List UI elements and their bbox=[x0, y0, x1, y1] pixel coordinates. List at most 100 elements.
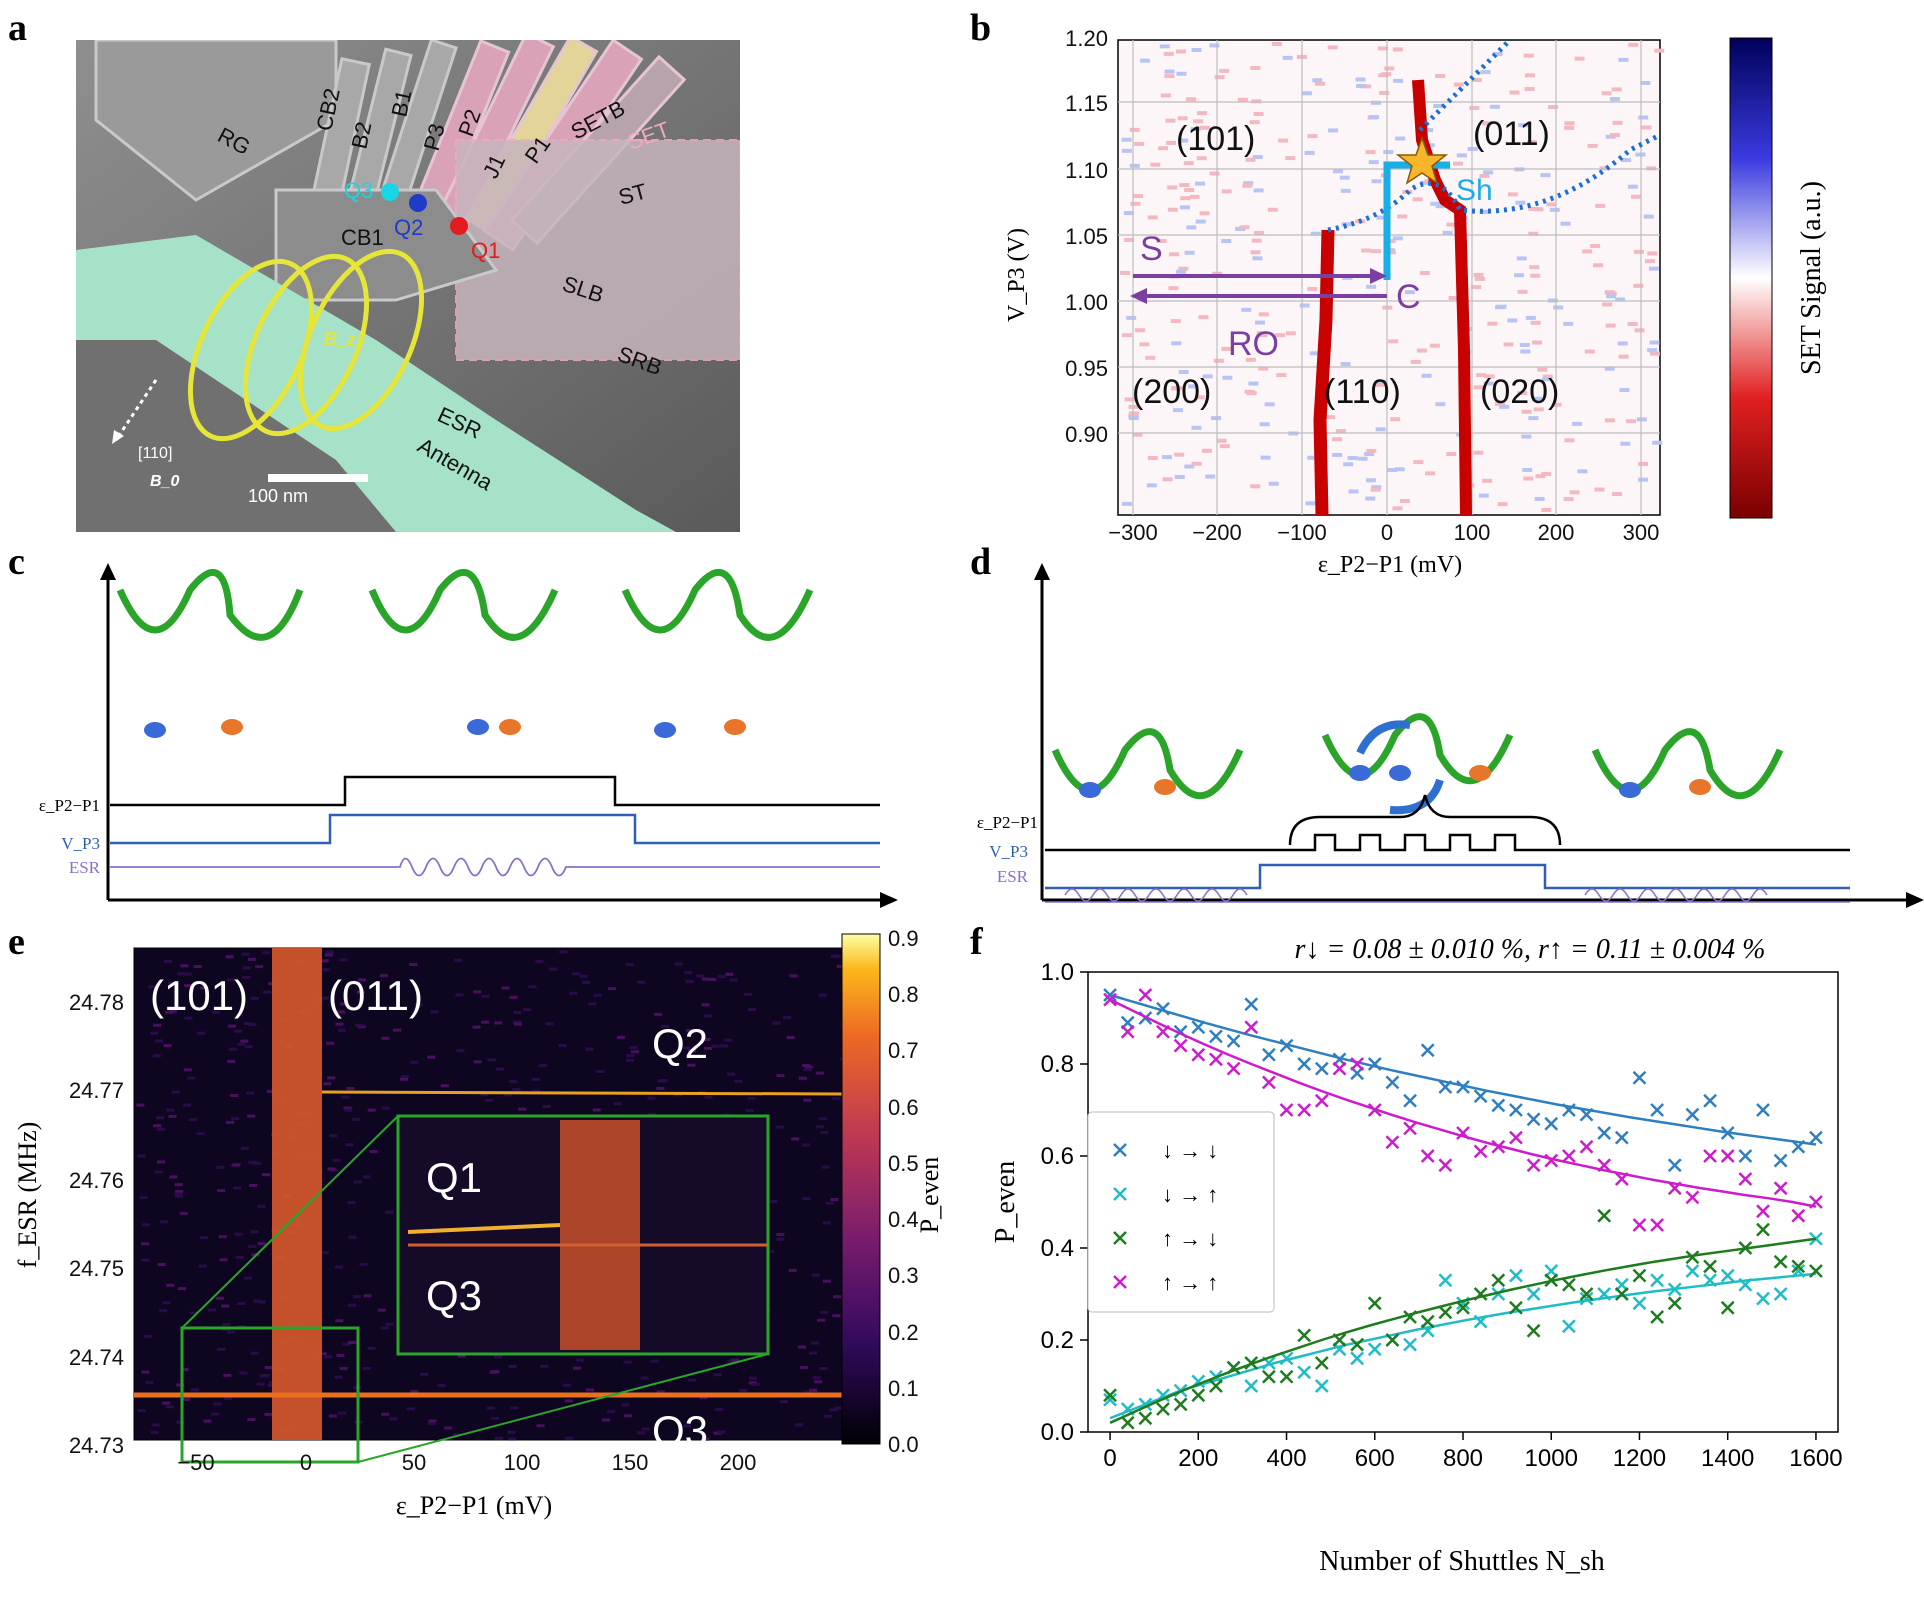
noise-pixel bbox=[1495, 305, 1506, 310]
noise-pixel bbox=[717, 1430, 726, 1434]
noise-pixel bbox=[1189, 194, 1200, 199]
f-data-point bbox=[1226, 1360, 1241, 1375]
e-ctick: 0.5 bbox=[888, 1151, 919, 1176]
f-data-point bbox=[1703, 1093, 1717, 1108]
noise-pixel bbox=[457, 1354, 466, 1358]
noise-pixel bbox=[818, 993, 827, 997]
noise-pixel bbox=[1519, 342, 1530, 347]
noise-pixel bbox=[1453, 82, 1464, 87]
f-data-point bbox=[1526, 1323, 1541, 1338]
f-data-point bbox=[1156, 1001, 1170, 1016]
noise-pixel bbox=[1416, 348, 1427, 353]
noise-pixel bbox=[324, 1355, 333, 1359]
noise-pixel bbox=[835, 1406, 844, 1410]
noise-pixel bbox=[455, 993, 464, 997]
noise-pixel bbox=[673, 1093, 682, 1097]
noise-pixel bbox=[354, 1180, 363, 1184]
gate-cb1-shape bbox=[274, 188, 499, 302]
ro-arrowhead bbox=[1130, 288, 1147, 304]
c-spins bbox=[144, 719, 746, 738]
region-label-101: (101) bbox=[1176, 120, 1255, 158]
d-epsilon-trace bbox=[1045, 833, 1850, 852]
f-data-point bbox=[1756, 1103, 1770, 1117]
f-data-point bbox=[1456, 1300, 1470, 1315]
noise-pixel bbox=[1332, 452, 1343, 457]
noise-pixel bbox=[473, 1060, 482, 1064]
noise-pixel bbox=[1621, 158, 1632, 163]
noise-pixel bbox=[1394, 467, 1405, 472]
noise-pixel bbox=[822, 1221, 831, 1225]
noise-pixel bbox=[766, 1250, 775, 1254]
f-data-point bbox=[1385, 1135, 1400, 1150]
noise-pixel bbox=[1634, 328, 1645, 333]
noise-pixel bbox=[817, 1318, 826, 1322]
noise-pixel bbox=[1132, 194, 1143, 199]
noise-pixel bbox=[162, 1301, 171, 1305]
noise-pixel bbox=[1599, 166, 1610, 171]
noise-pixel bbox=[1482, 121, 1493, 126]
noise-pixel bbox=[798, 1076, 807, 1080]
noise-pixel bbox=[234, 1232, 243, 1236]
noise-pixel bbox=[731, 1358, 740, 1362]
noise-pixel bbox=[751, 1382, 760, 1386]
noise-pixel bbox=[409, 962, 418, 966]
d-brace bbox=[1288, 794, 1562, 846]
noise-pixel bbox=[1180, 196, 1191, 201]
noise-pixel bbox=[1584, 349, 1595, 354]
noise-pixel bbox=[1392, 506, 1403, 511]
noise-pixel bbox=[165, 1010, 174, 1014]
e-y-ticks: 24.78 24.77 24.76 24.75 24.74 24.73 bbox=[69, 990, 124, 1458]
noise-pixel bbox=[235, 1255, 244, 1259]
noise-pixel bbox=[264, 1366, 273, 1370]
noise-pixel bbox=[1370, 487, 1381, 492]
f-legend-marker bbox=[1113, 1143, 1127, 1157]
noise-pixel bbox=[1172, 385, 1183, 390]
f-ytick-label: 1.0 bbox=[1041, 959, 1074, 986]
noise-pixel bbox=[1347, 456, 1358, 461]
f-data-point bbox=[1226, 1061, 1241, 1076]
noise-pixel bbox=[769, 1199, 778, 1203]
noise-pixel bbox=[1533, 407, 1544, 412]
noise-pixel bbox=[1178, 266, 1189, 271]
noise-pixel bbox=[1253, 188, 1264, 193]
noise-pixel bbox=[1478, 493, 1489, 498]
noise-pixel bbox=[688, 1378, 697, 1382]
noise-pixel bbox=[359, 1262, 368, 1266]
noise-pixel bbox=[1612, 492, 1623, 497]
label-ro: RO bbox=[1228, 325, 1279, 363]
noise-pixel bbox=[250, 996, 259, 1000]
noise-pixel bbox=[1446, 452, 1457, 457]
noise-pixel bbox=[1479, 173, 1490, 178]
f-data-point bbox=[1685, 1107, 1700, 1122]
noise-pixel bbox=[1604, 366, 1615, 371]
e-ctick: 0.3 bbox=[888, 1263, 919, 1288]
noise-pixel bbox=[1425, 471, 1436, 476]
noise-pixel bbox=[1371, 179, 1382, 184]
noise-pixel bbox=[1183, 161, 1194, 166]
e-ctick: 0.6 bbox=[888, 1095, 919, 1120]
noise-pixel bbox=[1307, 455, 1318, 460]
noise-pixel bbox=[798, 1345, 807, 1349]
noise-pixel bbox=[168, 981, 177, 985]
noise-pixel bbox=[1250, 65, 1261, 70]
noise-pixel bbox=[183, 1103, 192, 1107]
f-data-point bbox=[1156, 1024, 1170, 1039]
noise-pixel bbox=[830, 1197, 839, 1201]
noise-pixel bbox=[1202, 374, 1213, 379]
noise-pixel bbox=[1343, 462, 1354, 467]
noise-pixel bbox=[1121, 333, 1132, 338]
noise-pixel bbox=[169, 1175, 178, 1179]
e-colorbar bbox=[841, 933, 881, 1445]
noise-pixel bbox=[1516, 256, 1527, 261]
noise-pixel bbox=[495, 1067, 504, 1071]
f-data-point bbox=[1314, 1061, 1329, 1076]
noise-pixel bbox=[151, 1423, 160, 1427]
f-data-point bbox=[1297, 1365, 1312, 1380]
d-row-esr: ESR bbox=[997, 867, 1029, 886]
noise-pixel bbox=[1546, 202, 1557, 207]
noise-pixel bbox=[528, 985, 537, 989]
f-data-point bbox=[1209, 1052, 1223, 1067]
noise-pixel bbox=[748, 1381, 757, 1385]
noise-pixel bbox=[509, 1079, 518, 1083]
noise-pixel bbox=[232, 1163, 241, 1167]
